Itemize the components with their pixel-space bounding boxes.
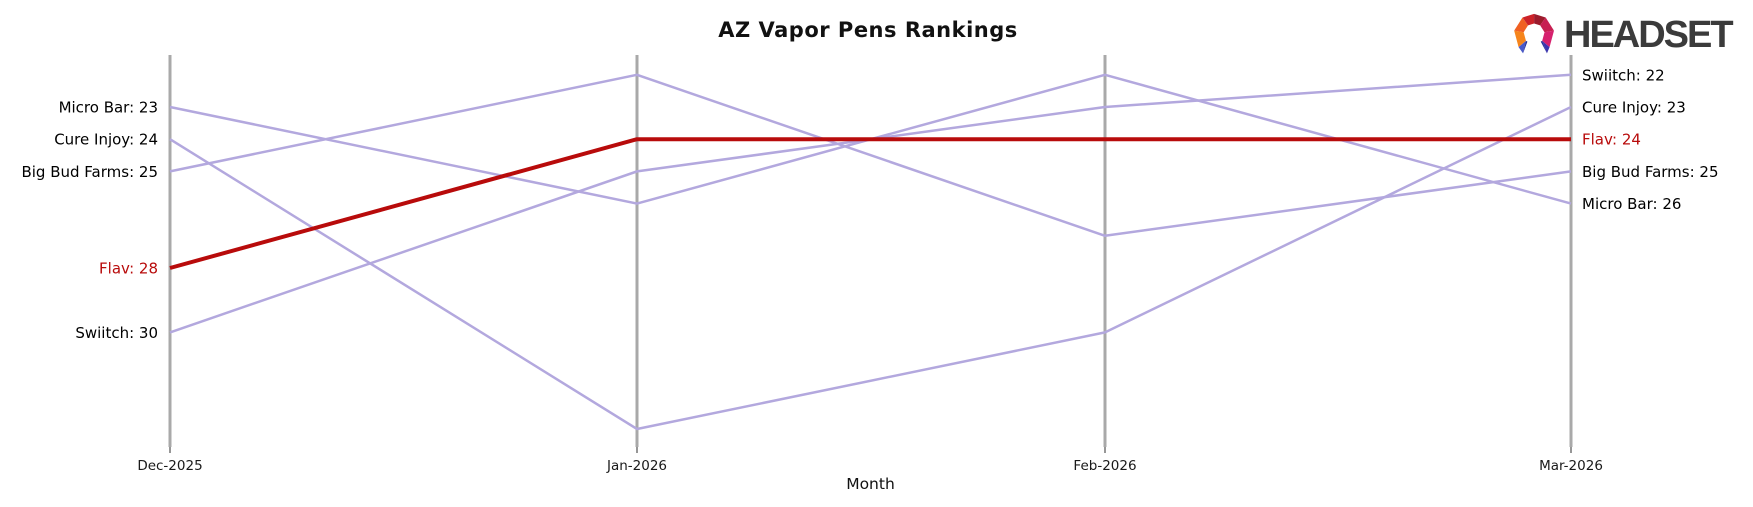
series-label-left-flav: Flav: 28 — [99, 260, 158, 278]
headset-logo-text: HEADSET — [1564, 14, 1734, 56]
x-tick-label-dec-2025: Dec-2025 — [137, 458, 202, 474]
x-tick-label-feb-2026: Feb-2026 — [1073, 458, 1136, 474]
series-label-left-cure-injoy: Cure Injoy: 24 — [54, 131, 158, 149]
headset-logo: HEADSET — [1512, 9, 1734, 61]
headset-logo-icon — [1514, 13, 1554, 54]
series-label-left-big-bud-farms: Big Bud Farms: 25 — [21, 163, 158, 181]
series-label-right-cure-injoy: Cure Injoy: 23 — [1582, 99, 1686, 117]
series-label-right-flav: Flav: 24 — [1582, 131, 1641, 149]
series-line-flav — [169, 137, 1571, 270]
series-label-right-micro-bar: Micro Bar: 26 — [1582, 195, 1681, 213]
series-line-swiitch — [169, 73, 1572, 334]
series-label-left-micro-bar: Micro Bar: 23 — [59, 99, 158, 117]
chart-title: AZ Vapor Pens Rankings — [718, 18, 1018, 42]
x-tick-label-mar-2026: Mar-2026 — [1539, 458, 1603, 474]
x-tick-label-jan-2026: Jan-2026 — [606, 458, 667, 474]
series-line-big-bud-farms — [169, 73, 1572, 238]
x-axis-title: Month — [846, 475, 895, 493]
series-line-cure-injoy — [169, 105, 1572, 431]
series-label-left-swiitch: Swiitch: 30 — [75, 324, 158, 342]
series-label-right-big-bud-farms: Big Bud Farms: 25 — [1582, 163, 1719, 181]
series-label-right-swiitch: Swiitch: 22 — [1582, 66, 1665, 84]
